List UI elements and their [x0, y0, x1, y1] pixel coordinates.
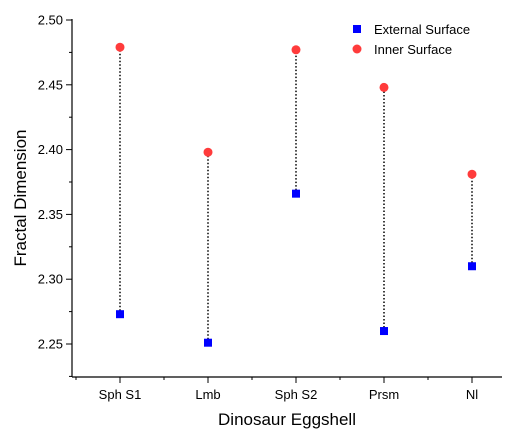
y-tick-label: 2.45 — [38, 77, 63, 92]
legend-marker-external — [353, 25, 361, 33]
data-markers — [115, 42, 477, 347]
external-surface-point — [468, 262, 476, 271]
inner-surface-point — [115, 42, 125, 52]
external-surface-point — [380, 327, 388, 336]
y-tick-label: 2.35 — [38, 207, 63, 222]
y-tick-label: 2.50 — [38, 13, 63, 28]
x-axis-title: Dinosaur Eggshell — [218, 410, 356, 429]
connector-lines — [119, 47, 473, 343]
x-tick-label: Prsm — [369, 387, 399, 402]
inner-surface-point — [203, 147, 213, 157]
y-axis-title: Fractal Dimension — [11, 130, 30, 267]
legend-label-external: External Surface — [374, 22, 470, 37]
y-tick-label: 2.25 — [38, 337, 63, 352]
x-axis-ticks: Sph S1 Lmb Sph S2 Prsm Nl — [75, 377, 478, 402]
legend-label-inner: Inner Surface — [374, 42, 452, 57]
external-surface-point — [204, 338, 212, 347]
y-axis-ticks: 2.25 2.30 2.35 2.40 2.45 2.50 — [38, 13, 72, 377]
legend-marker-inner — [352, 44, 362, 54]
x-tick-label: Lmb — [195, 387, 220, 402]
y-tick-label: 2.30 — [38, 272, 63, 287]
x-tick-label: Sph S2 — [275, 387, 318, 402]
y-tick-label: 2.40 — [38, 142, 63, 157]
x-tick-label: Sph S1 — [99, 387, 142, 402]
inner-surface-point — [379, 82, 389, 92]
x-tick-label: Nl — [466, 387, 478, 402]
inner-surface-point — [467, 169, 477, 179]
plot-frame — [71, 19, 502, 378]
external-surface-point — [116, 310, 124, 319]
legend: External Surface Inner Surface — [352, 22, 470, 57]
inner-surface-point — [291, 45, 301, 55]
external-surface-point — [292, 189, 300, 198]
